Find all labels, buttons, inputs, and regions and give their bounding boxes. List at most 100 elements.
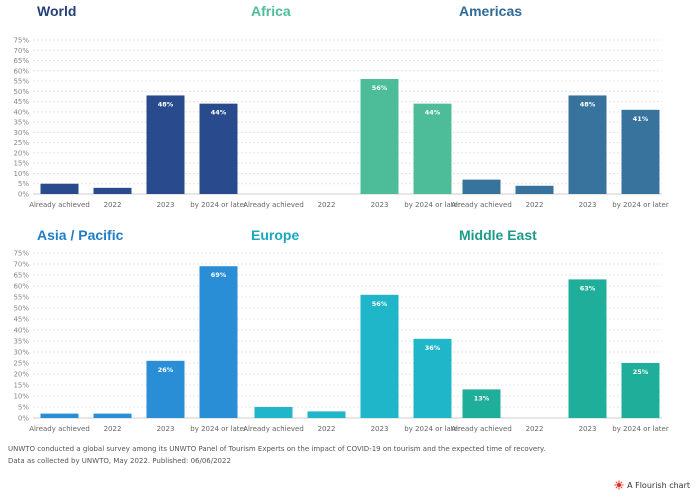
y-tick-label: 75% <box>13 250 29 258</box>
y-tick-label: 10% <box>13 393 29 401</box>
bar-2023 <box>146 360 185 418</box>
y-tick-label: 5% <box>18 404 29 412</box>
x-category-label: 2022 <box>526 425 544 433</box>
bar-2022 <box>307 411 346 418</box>
bar-data-label: 36% <box>425 344 441 352</box>
panel-title: Africa <box>251 3 291 19</box>
y-tick-label: 65% <box>13 272 29 280</box>
y-tick-label: 50% <box>13 88 29 96</box>
y-tick-label: 55% <box>13 78 29 86</box>
panel-asia-pacific: Asia / Pacific Already achieved 2022 26% 202… <box>29 227 247 433</box>
bar-data-label: 56% <box>372 300 388 308</box>
x-category-label: Already achieved <box>243 425 304 433</box>
panel-africa: Africa Already achieved 2022 56% 2023 44% by 2… <box>243 3 461 209</box>
x-category-label: 2023 <box>371 425 389 433</box>
x-category-label: 2023 <box>157 201 175 209</box>
bar-data-label: 56% <box>372 84 388 92</box>
y-tick-label: 35% <box>13 119 29 127</box>
y-tick-label: 40% <box>13 327 29 335</box>
bar-2022 <box>93 413 132 418</box>
flourish-credit[interactable]: A Flourish chart <box>614 480 690 490</box>
bar-data-label: 48% <box>580 100 596 108</box>
y-tick-label: 65% <box>13 57 29 65</box>
chart-svg: 0% 5% 10% 15% 20% 25% 30% 35% 40% 45% 50% 55% 60% 65%… <box>13 3 669 433</box>
bar-data-label: 25% <box>633 368 649 376</box>
y-tick-label: 45% <box>13 98 29 106</box>
bar-2022 <box>93 187 132 194</box>
y-tick-label: 15% <box>13 382 29 390</box>
x-category-label: by 2024 or later <box>190 201 247 209</box>
y-tick-label: 60% <box>13 67 29 75</box>
x-category-label: 2023 <box>579 201 597 209</box>
panel-title: World <box>37 3 76 19</box>
panel-title: Asia / Pacific <box>37 227 124 243</box>
bar-data-label: 13% <box>474 394 490 402</box>
x-category-label: by 2024 or later <box>404 425 461 433</box>
y-tick-label: 20% <box>13 149 29 157</box>
panel-title: Americas <box>459 3 522 19</box>
x-category-label: 2023 <box>157 425 175 433</box>
y-tick-label: 25% <box>13 139 29 147</box>
bar-2022 <box>515 185 554 194</box>
bar-2023 <box>360 294 399 418</box>
bar-data-label: 44% <box>425 109 441 117</box>
bar-already-achieved <box>462 389 501 418</box>
flourish-logo-icon <box>614 480 624 490</box>
bar-2023 <box>568 95 607 194</box>
x-category-label: by 2024 or later <box>612 201 669 209</box>
y-tick-label: 60% <box>13 283 29 291</box>
bar-2023 <box>568 279 607 418</box>
y-tick-label: 70% <box>13 47 29 55</box>
x-category-label: 2022 <box>318 201 336 209</box>
panel-world: World Already achieved 2022 48% 2023 44% by 20… <box>29 3 247 209</box>
y-tick-label: 25% <box>13 360 29 368</box>
x-category-label: by 2024 or later <box>190 425 247 433</box>
y-tick-label: 5% <box>18 180 29 188</box>
bar-data-label: 48% <box>158 100 174 108</box>
y-tick-label: 30% <box>13 129 29 137</box>
bar-by-2024-or-later <box>621 109 660 194</box>
x-category-label: by 2024 or later <box>612 425 669 433</box>
y-tick-label: 50% <box>13 305 29 313</box>
grid-row-2: 0% 5% 10% 15% 20% 25% 30% 35% 40% 45% 50% 55% 60% 65%… <box>13 250 662 423</box>
bar-by-2024-or-later <box>413 338 452 418</box>
x-category-label: Already achieved <box>243 201 304 209</box>
x-category-label: 2022 <box>104 201 122 209</box>
y-tick-label: 35% <box>13 338 29 346</box>
x-category-label: 2022 <box>318 425 336 433</box>
bar-already-achieved <box>40 183 79 194</box>
bar-by-2024-or-later <box>199 103 238 194</box>
x-category-label: by 2024 or later <box>404 201 461 209</box>
bar-by-2024-or-later <box>413 103 452 194</box>
bar-data-label: 26% <box>158 366 174 374</box>
small-multiples-chart: 0% 5% 10% 15% 20% 25% 30% 35% 40% 45% 50% 55% 60% 65%… <box>13 3 669 433</box>
bar-data-label: 69% <box>211 271 227 279</box>
y-tick-label: 70% <box>13 261 29 269</box>
y-tick-label: 0% <box>18 415 29 423</box>
x-category-label: Already achieved <box>451 201 512 209</box>
panel-title: Middle East <box>459 227 537 243</box>
bar-by-2024-or-later <box>621 363 660 418</box>
y-tick-label: 40% <box>13 108 29 116</box>
x-category-label: 2023 <box>371 201 389 209</box>
y-tick-label: 45% <box>13 316 29 324</box>
bar-data-label: 44% <box>211 109 227 117</box>
y-tick-label: 10% <box>13 170 29 178</box>
x-category-label: Already achieved <box>29 201 90 209</box>
x-category-label: 2022 <box>104 425 122 433</box>
panel-americas: Americas Already achieved 2022 48% 2023 41% by… <box>451 3 669 209</box>
bar-2023 <box>360 79 399 194</box>
x-category-label: 2022 <box>526 201 544 209</box>
y-tick-label: 30% <box>13 349 29 357</box>
y-tick-label: 55% <box>13 294 29 302</box>
bar-already-achieved <box>462 179 501 194</box>
footer-note: UNWTO conducted a global survey among it… <box>8 445 546 453</box>
chart-footer: UNWTO conducted a global survey among it… <box>8 443 698 467</box>
bar-already-achieved <box>40 413 79 418</box>
footer-source: Data as collected by UNWTO, May 2022. Pu… <box>8 457 231 465</box>
panel-title: Europe <box>251 227 299 243</box>
bar-by-2024-or-later <box>199 266 238 418</box>
bar-data-label: 63% <box>580 284 596 292</box>
x-category-label: Already achieved <box>451 425 512 433</box>
panel-europe: Europe Already achieved 2022 56% 2023 36% by 2… <box>243 227 461 433</box>
